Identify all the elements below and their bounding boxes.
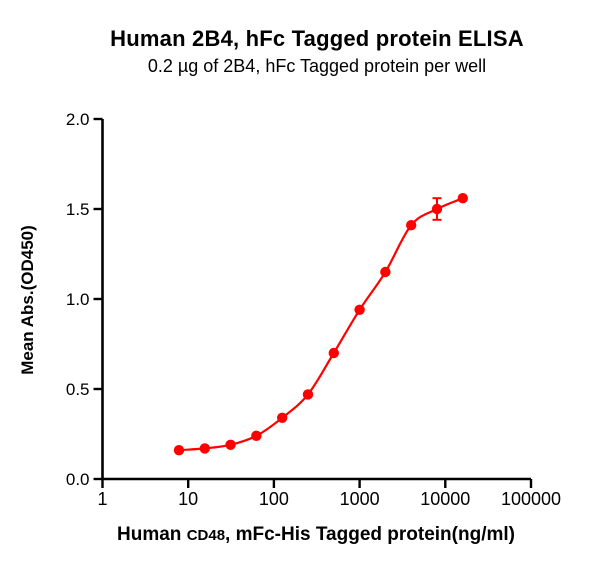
data-point	[354, 304, 365, 315]
x-tick-label: 100	[259, 489, 289, 509]
x-tick-label: 1	[97, 489, 107, 509]
x-tick-label: 100000	[501, 489, 561, 509]
data-point	[251, 430, 262, 441]
x-tick-label: 10	[178, 489, 198, 509]
data-point	[225, 439, 236, 450]
x-axis-label-gene-name: CD48	[186, 527, 226, 544]
data-point	[431, 203, 443, 215]
data-point	[277, 412, 288, 423]
data-point	[328, 347, 339, 359]
x-axis-label-part: Human	[117, 524, 187, 545]
x-tick-label: 10000	[420, 489, 470, 509]
data-point	[173, 445, 185, 456]
y-tick-label: 2.0	[66, 110, 90, 129]
y-tick-label: 0.5	[66, 380, 90, 399]
x-axis-label: Human CD48, mFc-His Tagged protein(ng/ml…	[16, 524, 600, 546]
data-point	[380, 266, 391, 278]
x-axis-label-part: , mFc-His Tagged protein(ng/ml)	[225, 524, 515, 545]
chart-subtitle: 0.2 µg of 2B4, hFc Tagged protein per we…	[147, 56, 487, 76]
data-point	[199, 443, 210, 454]
x-tick-label: 1000	[340, 489, 380, 509]
y-tick-label: 0.0	[66, 470, 90, 489]
y-tick-label: 1.5	[66, 200, 90, 219]
chart-title: Human 2B4, hFc Tagged protein ELISA	[110, 26, 524, 51]
data-point	[406, 220, 417, 231]
fit-curve	[178, 197, 464, 452]
data-point	[302, 389, 314, 400]
y-tick-label: 1.0	[66, 290, 90, 309]
data-point	[457, 193, 468, 204]
